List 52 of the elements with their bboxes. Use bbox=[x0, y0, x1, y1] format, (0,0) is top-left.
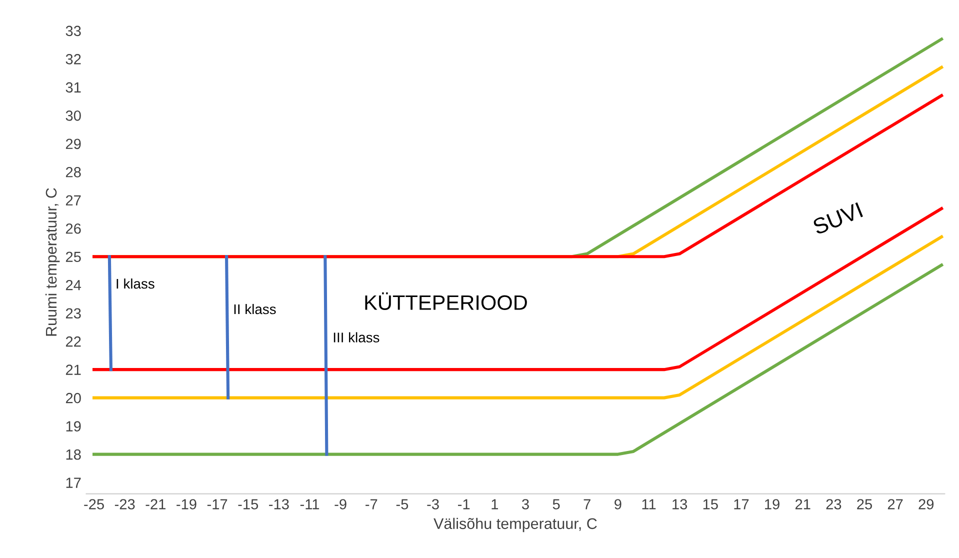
x-tick-label: 19 bbox=[765, 499, 780, 510]
x-tick-label: -9 bbox=[334, 499, 346, 510]
y-tick-label: 27 bbox=[66, 195, 81, 206]
x-tick-label: -11 bbox=[300, 499, 320, 510]
y-tick-label: 32 bbox=[66, 54, 81, 64]
x-tick-label: -21 bbox=[146, 499, 166, 510]
y-tick-label: 25 bbox=[66, 252, 81, 262]
x-tick-label: -5 bbox=[396, 499, 408, 510]
x-tick-label: -23 bbox=[114, 499, 135, 510]
x-tick-label: 25 bbox=[857, 499, 872, 510]
x-tick-label: 13 bbox=[672, 499, 688, 510]
annotation: II klass bbox=[234, 304, 276, 314]
x-tick-label: 3 bbox=[522, 499, 529, 510]
y-tick-label: 19 bbox=[66, 421, 81, 432]
y-tick-label: 33 bbox=[66, 26, 81, 36]
y-tick-label: 18 bbox=[66, 449, 81, 460]
x-tick-label: 27 bbox=[888, 499, 903, 510]
y-tick-label: 17 bbox=[66, 478, 81, 488]
annotation: III klass bbox=[334, 332, 380, 342]
x-tick-label: 9 bbox=[614, 499, 622, 510]
x-tick-label: 1 bbox=[492, 499, 498, 510]
y-tick-label: 24 bbox=[66, 280, 82, 290]
x-tick-label: -13 bbox=[269, 499, 289, 510]
x-tick-label: -15 bbox=[238, 499, 258, 510]
x-tick-label: -7 bbox=[366, 499, 378, 510]
x-tick-label: -1 bbox=[458, 499, 470, 510]
y-tick-label: 26 bbox=[66, 223, 81, 234]
x-tick-label: -17 bbox=[207, 499, 228, 510]
x-tick-label: 23 bbox=[826, 499, 842, 510]
x-tick-label: 11 bbox=[642, 499, 656, 510]
x-tick-label: 15 bbox=[703, 499, 718, 510]
x-tick-label: 17 bbox=[734, 499, 749, 510]
y-tick-label: 23 bbox=[66, 308, 81, 319]
x-tick-label: 5 bbox=[552, 499, 560, 510]
x-tick-label: -3 bbox=[427, 499, 439, 510]
annotation: SUVI bbox=[812, 202, 864, 235]
x-tick-label: 29 bbox=[918, 499, 934, 510]
x-tick-label: 21 bbox=[795, 499, 810, 510]
x-tick-label: -19 bbox=[176, 499, 196, 510]
y-tick-label: 21 bbox=[66, 364, 81, 375]
x-axis-title: Välisõhu temperatuur, C bbox=[434, 518, 597, 532]
annotation: I klass bbox=[116, 278, 154, 289]
x-tick-label: 7 bbox=[584, 499, 590, 510]
y-tick-label: 22 bbox=[66, 336, 81, 347]
x-tick-label: -25 bbox=[84, 499, 104, 510]
annotation: KÜTTEPERIOOD bbox=[365, 292, 527, 310]
y-tick-label: 20 bbox=[66, 392, 81, 404]
y-axis-title: Ruumi temperatuur, C bbox=[45, 188, 60, 336]
y-tick-label: 29 bbox=[66, 138, 81, 150]
y-tick-label: 31 bbox=[66, 82, 81, 93]
y-tick-label: 30 bbox=[66, 110, 81, 121]
y-tick-label: 28 bbox=[66, 166, 81, 178]
